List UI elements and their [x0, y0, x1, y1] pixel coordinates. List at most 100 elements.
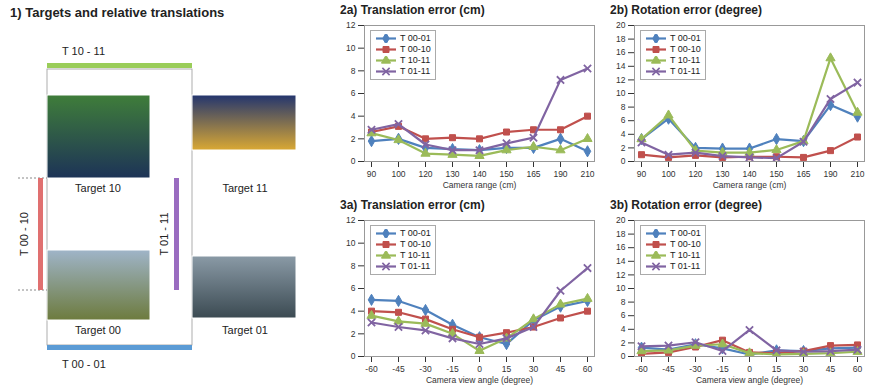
svg-text:Camera range (cm): Camera range (cm): [443, 180, 517, 190]
svg-text:90: 90: [637, 169, 647, 179]
svg-text:210: 210: [580, 169, 594, 179]
svg-text:0: 0: [621, 351, 626, 361]
svg-text:15: 15: [502, 364, 512, 374]
svg-text:-60: -60: [365, 364, 378, 374]
svg-text:1) Targets and relative transl: 1) Targets and relative translations: [10, 5, 224, 20]
svg-text:165: 165: [796, 169, 810, 179]
svg-text:10: 10: [616, 283, 626, 293]
svg-text:T 00 - 10: T 00 - 10: [18, 212, 30, 256]
svg-text:2: 2: [621, 143, 626, 153]
svg-text:2: 2: [621, 338, 626, 348]
svg-text:100: 100: [661, 169, 675, 179]
svg-text:60: 60: [583, 364, 593, 374]
svg-text:130: 130: [445, 169, 459, 179]
svg-text:45: 45: [826, 364, 836, 374]
svg-text:12: 12: [616, 75, 626, 85]
svg-text:20: 20: [616, 215, 626, 225]
svg-text:8: 8: [351, 261, 356, 271]
svg-text:14: 14: [616, 256, 626, 266]
svg-text:90: 90: [367, 169, 377, 179]
svg-text:Camera range (cm): Camera range (cm): [713, 180, 787, 190]
svg-text:8: 8: [351, 66, 356, 76]
svg-text:4: 4: [621, 129, 626, 139]
svg-text:Camera view angle (degree): Camera view angle (degree): [426, 375, 533, 385]
svg-text:18: 18: [616, 229, 626, 239]
html-text:T 00-10: T 00-10: [670, 44, 701, 54]
html-text:3a) Translation error (cm): 3a) Translation error (cm): [340, 198, 485, 212]
html-text:T 10-11: T 10-11: [670, 55, 701, 65]
svg-text:45: 45: [556, 364, 566, 374]
svg-text:12: 12: [346, 215, 356, 225]
svg-text:0: 0: [351, 351, 356, 361]
svg-text:120: 120: [688, 169, 702, 179]
svg-text:190: 190: [553, 169, 567, 179]
svg-text:Target 11: Target 11: [222, 182, 267, 194]
svg-text:0: 0: [747, 364, 752, 374]
svg-text:30: 30: [799, 364, 809, 374]
svg-text:10: 10: [616, 88, 626, 98]
svg-text:10: 10: [346, 43, 356, 53]
svg-text:16: 16: [616, 47, 626, 57]
svg-text:6: 6: [621, 310, 626, 320]
svg-text:Target 10: Target 10: [75, 182, 121, 194]
svg-text:0: 0: [477, 364, 482, 374]
html-text:T 10-11: T 10-11: [400, 250, 431, 260]
svg-text:8: 8: [621, 102, 626, 112]
svg-text:100: 100: [391, 169, 405, 179]
html-text:T 00-01: T 00-01: [400, 33, 431, 43]
svg-text:4: 4: [351, 111, 356, 121]
svg-text:-30: -30: [689, 364, 702, 374]
svg-text:4: 4: [351, 306, 356, 316]
svg-text:15: 15: [772, 364, 782, 374]
svg-text:210: 210: [850, 169, 864, 179]
svg-text:18: 18: [616, 34, 626, 44]
svg-text:2: 2: [351, 329, 356, 339]
svg-text:T 01 - 11: T 01 - 11: [158, 212, 170, 255]
svg-text:0: 0: [351, 156, 356, 166]
html-text:2b) Rotation error (degree): 2b) Rotation error (degree): [610, 3, 762, 17]
svg-text:165: 165: [526, 169, 540, 179]
html-text:2a) Translation error (cm): 2a) Translation error (cm): [340, 3, 485, 17]
html-text:T 00-10: T 00-10: [400, 44, 431, 54]
svg-text:30: 30: [529, 364, 539, 374]
svg-text:6: 6: [351, 283, 356, 293]
svg-text:-45: -45: [392, 364, 405, 374]
svg-text:150: 150: [499, 169, 513, 179]
svg-text:T 00 - 01: T 00 - 01: [62, 358, 106, 370]
html-text:T 00-01: T 00-01: [670, 33, 701, 43]
svg-text:Target 00: Target 00: [75, 324, 121, 336]
svg-text:-30: -30: [419, 364, 432, 374]
svg-text:190: 190: [823, 169, 837, 179]
svg-text:60: 60: [853, 364, 863, 374]
svg-text:6: 6: [351, 88, 356, 98]
svg-text:16: 16: [616, 242, 626, 252]
svg-text:4: 4: [621, 324, 626, 334]
svg-text:0: 0: [621, 156, 626, 166]
svg-text:T 10 - 11: T 10 - 11: [62, 45, 105, 57]
svg-text:12: 12: [616, 270, 626, 280]
svg-text:2: 2: [351, 134, 356, 144]
html-text:T 00-01: T 00-01: [400, 228, 431, 238]
svg-text:20: 20: [616, 20, 626, 30]
html-text:T 01-11: T 01-11: [400, 66, 431, 76]
svg-text:140: 140: [742, 169, 756, 179]
svg-text:130: 130: [715, 169, 729, 179]
svg-text:-60: -60: [635, 364, 648, 374]
html-text:3b) Rotation error (degree): 3b) Rotation error (degree): [610, 198, 762, 212]
svg-text:10: 10: [346, 238, 356, 248]
svg-text:140: 140: [472, 169, 486, 179]
html-text:T 10-11: T 10-11: [400, 55, 431, 65]
svg-text:8: 8: [621, 297, 626, 307]
svg-text:14: 14: [616, 61, 626, 71]
html-text:T 01-11: T 01-11: [670, 66, 701, 76]
svg-text:Camera view angle (degree): Camera view angle (degree): [696, 375, 803, 385]
svg-text:-45: -45: [662, 364, 675, 374]
html-text:T 00-10: T 00-10: [400, 239, 431, 249]
svg-text:-15: -15: [446, 364, 459, 374]
svg-text:-15: -15: [716, 364, 729, 374]
svg-text:Target 01: Target 01: [222, 324, 268, 336]
svg-text:6: 6: [621, 115, 626, 125]
svg-text:150: 150: [769, 169, 783, 179]
svg-text:120: 120: [418, 169, 432, 179]
svg-text:12: 12: [346, 20, 356, 30]
